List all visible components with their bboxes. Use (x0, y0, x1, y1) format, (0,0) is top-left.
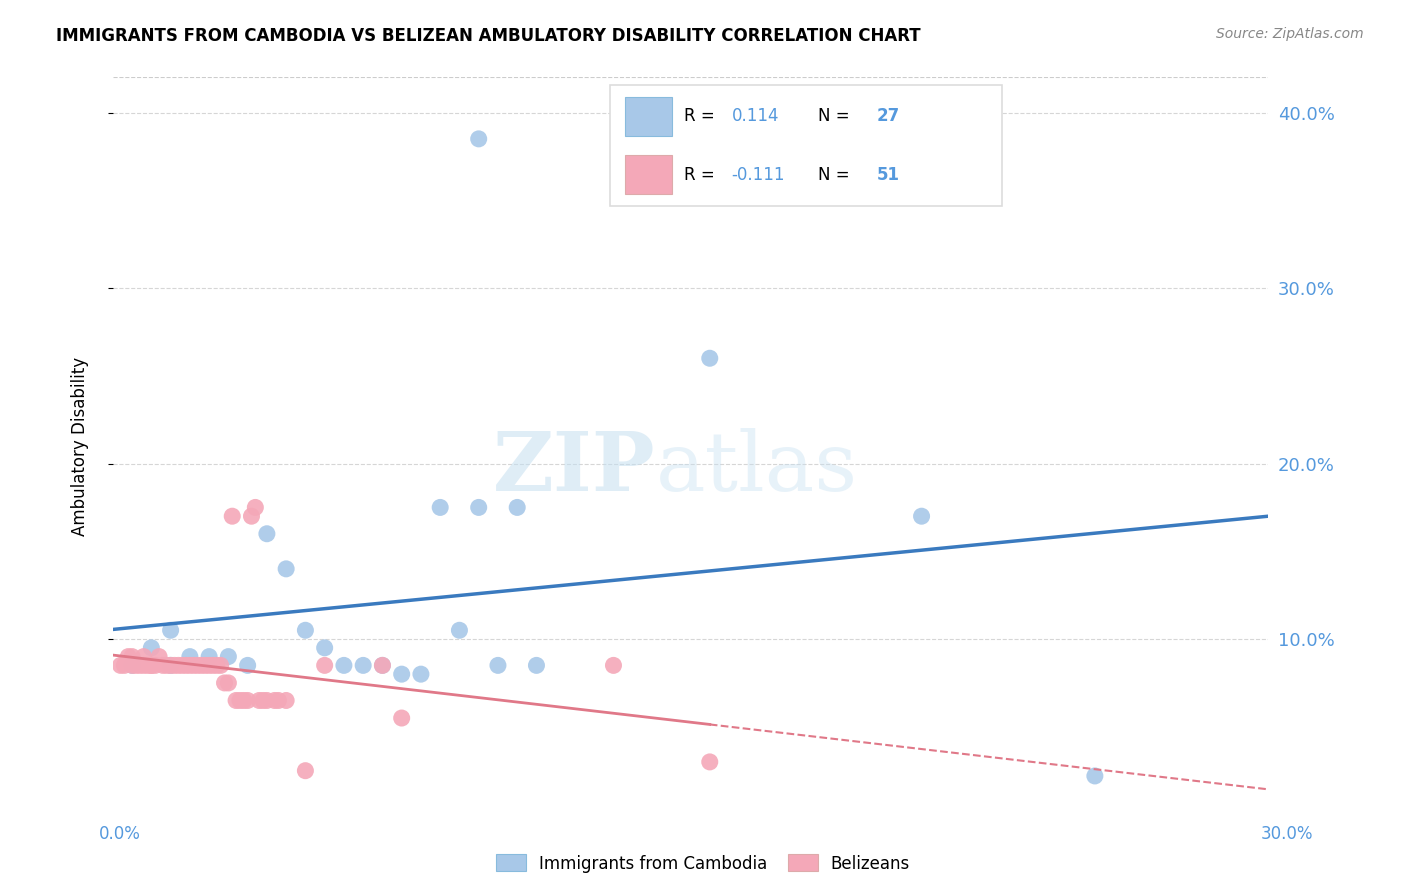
Point (391, 667, 413, 681)
Point (194, 658, 217, 673)
Point (910, 509, 932, 524)
Point (198, 658, 221, 673)
Point (236, 693, 259, 707)
Point (225, 693, 247, 707)
Point (117, 649, 139, 664)
Point (429, 500, 451, 515)
Point (217, 676, 239, 690)
Point (240, 509, 263, 524)
Point (699, 351, 721, 366)
Point (198, 649, 221, 664)
Text: ZIP: ZIP (494, 428, 655, 508)
Point (159, 658, 181, 673)
Point (179, 658, 201, 673)
Point (143, 658, 166, 673)
Point (276, 562, 298, 576)
Point (409, 667, 432, 681)
Point (141, 658, 163, 673)
Point (229, 693, 252, 707)
Point (1084, 769, 1107, 783)
Point (172, 658, 194, 673)
Point (232, 693, 254, 707)
Point (263, 693, 285, 707)
Point (371, 658, 394, 673)
Point (506, 500, 529, 515)
Point (167, 658, 190, 673)
Point (314, 640, 336, 655)
Point (294, 764, 316, 778)
Text: atlas: atlas (655, 428, 858, 508)
Legend: Immigrants from Cambodia, Belizeans: Immigrants from Cambodia, Belizeans (489, 847, 917, 880)
Point (236, 658, 259, 673)
Point (179, 649, 201, 664)
Point (156, 658, 179, 673)
Point (159, 658, 181, 673)
Point (221, 509, 243, 524)
Point (121, 649, 143, 664)
Point (132, 649, 155, 664)
Point (163, 658, 186, 673)
Text: Source: ZipAtlas.com: Source: ZipAtlas.com (1216, 27, 1364, 41)
Point (110, 658, 132, 673)
Point (125, 658, 148, 673)
Point (187, 658, 209, 673)
Point (152, 658, 174, 673)
Point (526, 658, 548, 673)
Point (214, 676, 236, 690)
Point (121, 658, 143, 673)
Point (245, 500, 267, 515)
Point (128, 658, 150, 673)
Point (247, 693, 270, 707)
Point (371, 658, 394, 673)
Point (276, 693, 298, 707)
Y-axis label: Ambulatory Disability: Ambulatory Disability (72, 357, 89, 535)
Point (190, 658, 212, 673)
Point (252, 693, 274, 707)
Point (201, 658, 224, 673)
Point (333, 658, 356, 673)
Point (183, 658, 205, 673)
Point (209, 658, 232, 673)
Point (352, 658, 374, 673)
Point (449, 624, 471, 638)
Text: 0.0%: 0.0% (98, 825, 141, 843)
Point (205, 658, 228, 673)
Point (314, 658, 336, 673)
Point (467, 132, 489, 146)
Point (148, 649, 170, 664)
Text: 30.0%: 30.0% (1260, 825, 1313, 843)
Text: IMMIGRANTS FROM CAMBODIA VS BELIZEAN AMBULATORY DISABILITY CORRELATION CHART: IMMIGRANTS FROM CAMBODIA VS BELIZEAN AMB… (56, 27, 921, 45)
Point (486, 658, 509, 673)
Point (121, 658, 143, 673)
Point (132, 658, 155, 673)
Point (136, 658, 159, 673)
Point (602, 658, 624, 673)
Point (112, 658, 135, 673)
Point (267, 693, 290, 707)
Point (217, 649, 239, 664)
Point (174, 658, 197, 673)
Point (467, 500, 489, 515)
Point (141, 640, 163, 655)
Point (256, 526, 278, 541)
Point (141, 658, 163, 673)
Point (294, 624, 316, 638)
Point (699, 755, 721, 769)
Point (391, 711, 413, 725)
Point (159, 624, 181, 638)
Point (256, 693, 278, 707)
